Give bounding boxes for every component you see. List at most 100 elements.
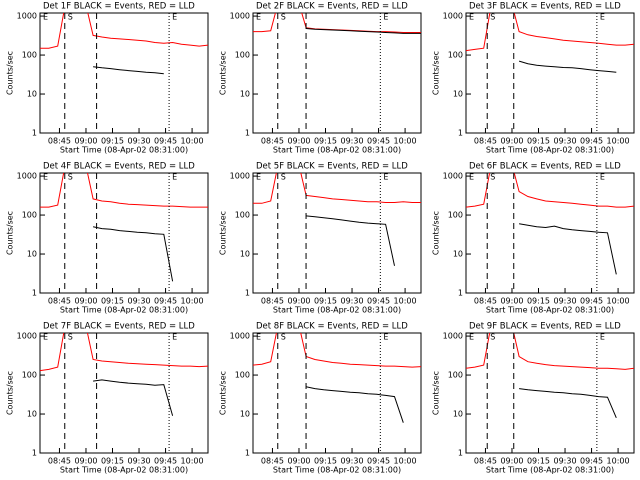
panel: Det 7F BLACK = Events, RED = LLD 1 10 100 10… — [6, 322, 209, 475]
x-tick-label: 10:00 — [181, 297, 204, 306]
y-axis-label: Counts/sec — [6, 211, 15, 255]
plot-frame — [252, 332, 422, 454]
x-tick-label: 09:30 — [341, 457, 364, 466]
y-tick-label: 1000 — [443, 332, 463, 341]
x-axis-label: Start Time (08-Apr-02 08:31:00) — [60, 466, 188, 475]
panel: Det 3F BLACK = Events, RED = LLD 1 10 100 10… — [432, 2, 635, 155]
series-line — [519, 388, 617, 418]
x-tick-label: 09:00 — [287, 137, 310, 146]
marker-label: E — [256, 333, 261, 342]
x-axis-label: Start Time (08-Apr-02 08:31:00) — [60, 306, 188, 315]
series-line — [305, 386, 404, 423]
x-tick-label: 09:00 — [287, 457, 310, 466]
series-line — [93, 379, 174, 416]
y-tick-label: 10 — [453, 410, 463, 419]
x-tick-label: 09:30 — [128, 457, 151, 466]
y-tick-label: 1 — [245, 129, 250, 138]
plot-frame — [39, 12, 209, 134]
x-tick-label: 09:00 — [500, 137, 523, 146]
x-tick-label: 08:45 — [474, 137, 497, 146]
x-tick-label: 09:00 — [74, 457, 97, 466]
panel: Det 4F BLACK = Events, RED = LLD 1 10 100 10… — [6, 162, 209, 315]
y-tick-label: 10 — [27, 410, 37, 419]
y-tick-label: 100 — [235, 371, 250, 380]
plot-frame — [252, 12, 422, 134]
y-tick-label: 1 — [458, 449, 463, 458]
panel-title: Det 3F BLACK = Events, RED = LLD — [469, 2, 621, 12]
y-tick-label: 1000 — [17, 332, 37, 341]
x-tick-label: 10:00 — [394, 137, 417, 146]
panel-title: Det 4F BLACK = Events, RED = LLD — [43, 162, 195, 172]
x-tick-label: 09:45 — [580, 457, 603, 466]
y-tick-label: 1000 — [443, 12, 463, 21]
x-tick-label: 09:15 — [314, 137, 337, 146]
panel: Det 1F BLACK = Events, RED = LLD 1 10 100 10… — [6, 2, 209, 155]
series-line — [93, 66, 164, 75]
y-axis-label: Counts/sec — [219, 51, 228, 95]
x-tick-label: 09:30 — [554, 297, 577, 306]
series-line — [466, 173, 634, 208]
series-line — [466, 333, 634, 370]
plot-frame — [465, 172, 635, 294]
y-axis-label: Counts/sec — [219, 371, 228, 415]
y-tick-label: 1000 — [230, 172, 250, 181]
x-tick-label: 09:30 — [128, 137, 151, 146]
x-axis-label: Start Time (08-Apr-02 08:31:00) — [486, 146, 614, 155]
y-tick-label: 10 — [453, 90, 463, 99]
y-tick-label: 100 — [448, 211, 463, 220]
y-tick-label: 1000 — [230, 332, 250, 341]
marker-label: E — [383, 13, 388, 22]
series-line — [92, 226, 174, 282]
panel-title: Det 2F BLACK = Events, RED = LLD — [256, 2, 408, 12]
marker-label: E — [43, 13, 48, 22]
x-tick-label: 09:30 — [128, 297, 151, 306]
marker-label: E — [600, 173, 605, 182]
x-tick-label: 09:45 — [580, 297, 603, 306]
y-tick-label: 10 — [240, 90, 250, 99]
panel: Det 8F BLACK = Events, RED = LLD 1 10 100 10… — [219, 322, 422, 475]
x-tick-label: 09:15 — [314, 457, 337, 466]
y-axis-label: Counts/sec — [6, 371, 15, 415]
y-tick-label: 1 — [32, 449, 37, 458]
marker-label: S — [68, 13, 73, 22]
y-tick-label: 100 — [235, 51, 250, 60]
x-axis-label: Start Time (08-Apr-02 08:31:00) — [486, 306, 614, 315]
marker-label: E — [43, 333, 48, 342]
x-tick-label: 09:15 — [527, 457, 550, 466]
series-line — [253, 333, 421, 368]
marker-label: S — [281, 173, 286, 182]
marker-label: E — [172, 13, 177, 22]
y-tick-label: 10 — [27, 250, 37, 259]
panel: Det 2F BLACK = Events, RED = LLD 1 10 100 10… — [219, 2, 422, 155]
panel-title: Det 7F BLACK = Events, RED = LLD — [43, 322, 195, 332]
marker-label: E — [600, 13, 605, 22]
x-tick-label: 09:30 — [554, 137, 577, 146]
plot-frame — [465, 12, 635, 134]
plot-frame — [39, 172, 209, 294]
panel-title: Det 5F BLACK = Events, RED = LLD — [256, 162, 408, 172]
x-tick-label: 08:45 — [261, 457, 284, 466]
y-tick-label: 10 — [27, 90, 37, 99]
series-line — [306, 215, 395, 266]
x-tick-label: 10:00 — [181, 137, 204, 146]
x-tick-label: 10:00 — [607, 457, 630, 466]
y-tick-label: 1000 — [17, 12, 37, 21]
x-tick-label: 09:00 — [500, 457, 523, 466]
x-axis-label: Start Time (08-Apr-02 08:31:00) — [60, 146, 188, 155]
x-tick-label: 08:45 — [48, 457, 71, 466]
plot-frame — [39, 332, 209, 454]
marker-label: S — [68, 333, 73, 342]
x-tick-label: 09:30 — [341, 297, 364, 306]
y-tick-label: 1 — [32, 289, 37, 298]
plot-frame — [465, 332, 635, 454]
marker-label: E — [256, 13, 261, 22]
panel-title: Det 6F BLACK = Events, RED = LLD — [469, 162, 621, 172]
series-line — [466, 13, 634, 52]
y-axis-label: Counts/sec — [432, 51, 441, 95]
y-tick-label: 1 — [458, 129, 463, 138]
y-tick-label: 100 — [22, 51, 37, 60]
y-tick-label: 10 — [453, 250, 463, 259]
y-tick-label: 100 — [235, 211, 250, 220]
y-tick-label: 1 — [245, 449, 250, 458]
